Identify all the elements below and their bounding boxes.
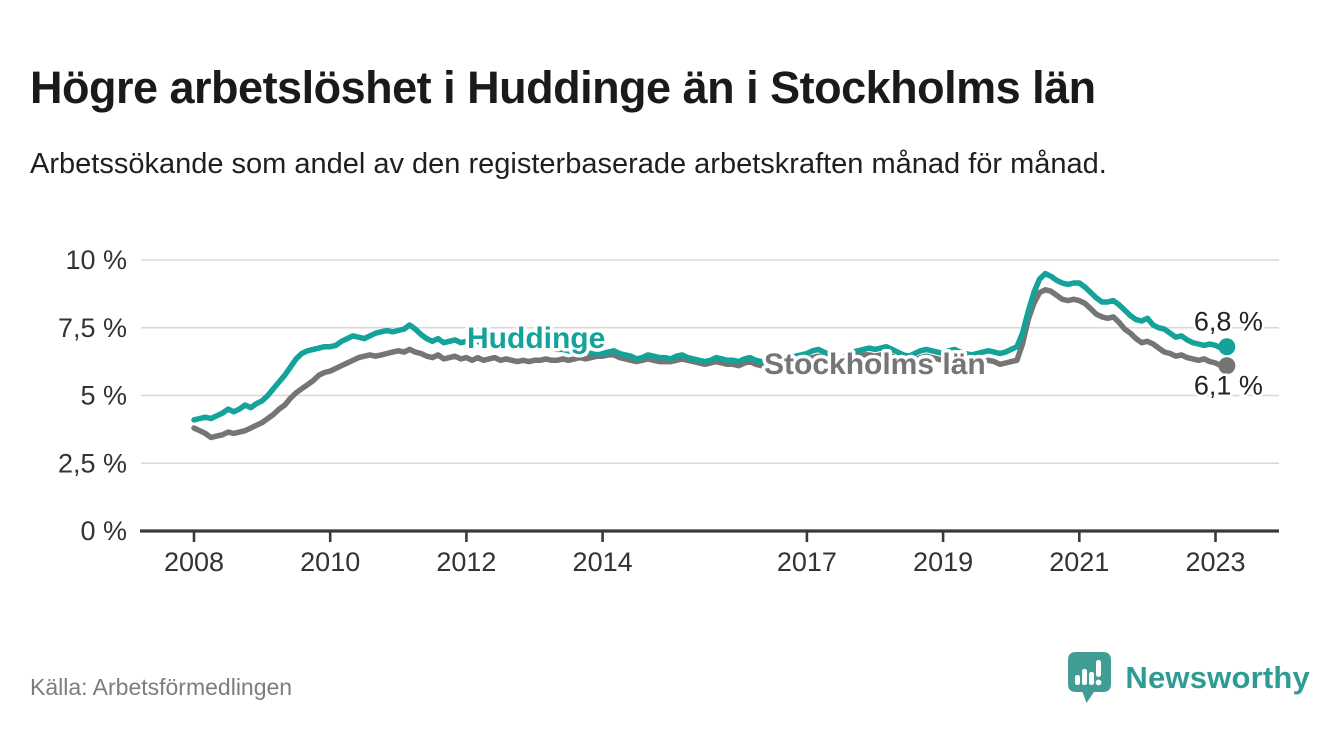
y-axis-tick-label: 7,5 % (58, 313, 127, 343)
chart-subtitle: Arbetssökande som andel av den registerb… (30, 148, 1107, 180)
y-axis-tick-label: 0 % (80, 516, 127, 546)
y-axis-tick-label: 2,5 % (58, 448, 127, 478)
x-axis-tick-label: 2010 (300, 547, 360, 577)
series-end-value: 6,1 % (1194, 371, 1263, 401)
unemployment-chart: 0 % 2,5 % 5 % 7,5 % 10 % 2008 2010 2012 2014 2017… (58, 245, 1279, 577)
y-axis-tick-label: 5 % (80, 381, 127, 411)
x-axis-tick-label: 2012 (436, 547, 496, 577)
x-axis-tick-label: 2019 (913, 547, 973, 577)
page-title: Högre arbetslöshet i Huddinge än i Stock… (30, 62, 1096, 114)
brand-name: Newsworthy (1125, 660, 1310, 695)
newsworthy-logo-icon (1068, 652, 1112, 703)
brand-block: Newsworthy (1066, 648, 1310, 708)
series-end-dot (1218, 357, 1236, 375)
series-label: Stockholms län (764, 348, 986, 381)
source-note: Källa: Arbetsförmedlingen (30, 674, 293, 700)
y-axis-tick-label: 10 % (65, 245, 127, 275)
x-axis-tick-label: 2023 (1185, 547, 1245, 577)
series-end-dot (1218, 338, 1236, 356)
x-axis-tick-label: 2021 (1049, 547, 1109, 577)
chart-area: 0 % 2,5 % 5 % 7,5 % 10 % 2008 2010 2012 2014 2017… (0, 230, 1340, 610)
series-line-stockholm (191, 287, 1230, 441)
x-axis-tick-label: 2008 (164, 547, 224, 577)
x-axis-tick-label: 2014 (573, 547, 633, 577)
x-axis-tick-label: 2017 (777, 547, 837, 577)
series-label: Huddinge (467, 322, 605, 355)
series-end-value: 6,8 % (1194, 307, 1263, 337)
series-line-huddinge (191, 270, 1230, 423)
